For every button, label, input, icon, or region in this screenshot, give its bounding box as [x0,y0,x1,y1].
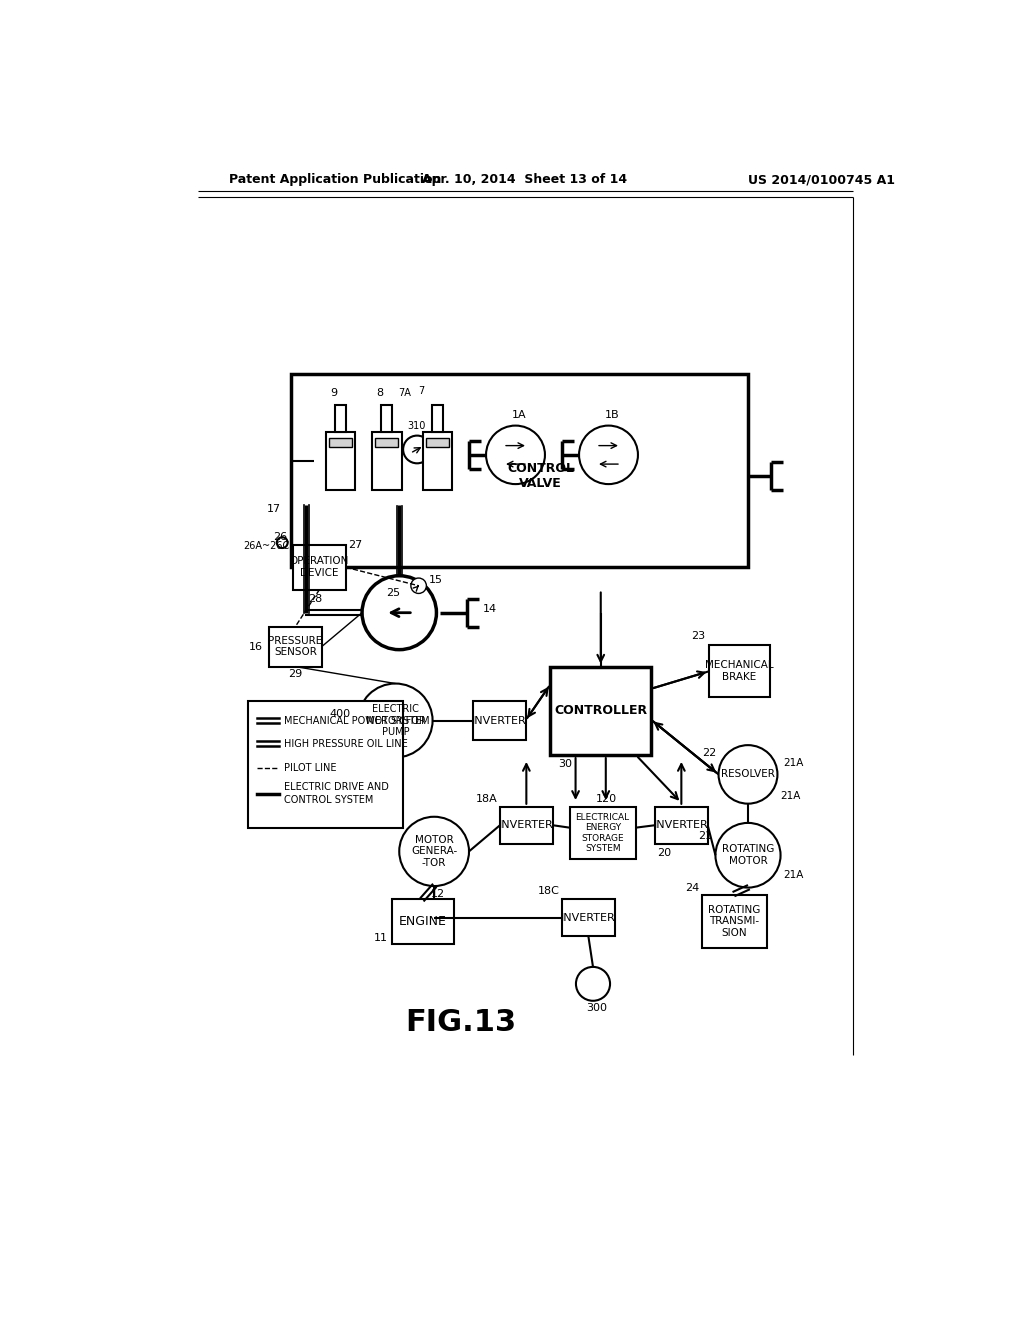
Text: MECHANICAL
BRAKE: MECHANICAL BRAKE [706,660,774,682]
Text: ENGINE: ENGINE [398,915,446,928]
Text: 11: 11 [374,933,388,942]
Bar [372,432,401,490]
Text: INVERTER: INVERTER [499,820,554,830]
Text: 15: 15 [429,574,442,585]
Text: ELECTRICAL
ENERGY
STORAGE
SYSTEM: ELECTRICAL ENERGY STORAGE SYSTEM [575,813,630,853]
Text: 27: 27 [348,540,362,550]
Text: INVERTER: INVERTER [472,715,526,726]
Bar [701,895,767,948]
Bar [293,545,346,590]
Bar [550,667,651,755]
Text: US 2014/0100745 A1: US 2014/0100745 A1 [749,173,895,186]
Text: 26: 26 [272,532,287,543]
Text: 21A: 21A [779,791,800,801]
Bar [710,645,770,697]
Text: 400: 400 [330,709,350,719]
Text: FIG.13: FIG.13 [406,1008,517,1036]
Text: 21: 21 [698,832,713,841]
Text: 14: 14 [483,603,497,614]
Text: CONTROL SYSTEM: CONTROL SYSTEM [284,795,373,805]
Text: HIGH PRESSURE OIL LINE: HIGH PRESSURE OIL LINE [284,739,408,748]
Text: ROTATING
MOTOR: ROTATING MOTOR [722,845,774,866]
Bar [500,807,553,843]
Bar [306,447,732,506]
Text: MOTOR
GENERA-
-TOR: MOTOR GENERA- -TOR [411,834,458,869]
Text: 20: 20 [657,847,672,858]
Bar [432,405,442,432]
Text: 1B: 1B [604,409,620,420]
Text: 7A: 7A [398,388,411,399]
Text: 21A: 21A [783,758,803,768]
Bar [426,438,449,447]
Text: CONTROLLER: CONTROLLER [554,705,647,717]
Circle shape [362,576,436,649]
Text: INVERTER: INVERTER [654,820,709,830]
Text: 26A~26C: 26A~26C [243,541,289,552]
Text: 17: 17 [267,504,282,513]
Text: CONTROL
VALVE: CONTROL VALVE [507,462,574,490]
Bar [291,374,748,566]
Text: 1A: 1A [512,409,526,420]
Text: Patent Application Publication: Patent Application Publication [228,173,441,186]
Text: 25: 25 [386,589,400,598]
Text: 8: 8 [376,388,383,399]
Circle shape [575,966,610,1001]
Text: PILOT LINE: PILOT LINE [284,763,336,774]
Bar [391,899,454,944]
Text: RESOLVER: RESOLVER [721,770,775,779]
Circle shape [358,684,432,758]
Bar [569,807,636,859]
Text: 23: 23 [691,631,706,640]
Circle shape [399,817,469,886]
Text: 28: 28 [308,594,323,603]
Text: 300: 300 [587,1003,607,1014]
Bar [473,701,525,739]
Text: ELECTRIC
MOTOR FOR
PUMP: ELECTRIC MOTOR FOR PUMP [366,704,425,737]
Text: 16: 16 [249,642,263,652]
Circle shape [716,822,780,887]
Text: INVERTER: INVERTER [561,912,615,923]
Bar [326,432,355,490]
Text: 21A: 21A [783,870,803,879]
Bar [375,438,398,447]
Bar [423,432,452,490]
Text: 9: 9 [330,388,337,399]
Text: 12: 12 [431,888,445,899]
Circle shape [403,436,431,463]
Text: OPERATION
DEVICE: OPERATION DEVICE [290,557,349,578]
Text: 18A: 18A [476,795,498,804]
Bar [248,701,403,829]
Circle shape [486,425,545,484]
Bar [329,438,352,447]
Text: 310: 310 [407,421,425,432]
Text: ROTATING
TRANSMI-
SION: ROTATING TRANSMI- SION [709,906,761,939]
Circle shape [719,744,777,804]
Text: Apr. 10, 2014  Sheet 13 of 14: Apr. 10, 2014 Sheet 13 of 14 [422,173,628,186]
Bar [655,807,708,843]
Text: 29: 29 [289,669,302,680]
Text: PRESSURE
SENSOR: PRESSURE SENSOR [268,636,323,657]
Text: ELECTRIC DRIVE AND: ELECTRIC DRIVE AND [284,783,389,792]
Circle shape [276,537,288,548]
Text: 7: 7 [418,385,424,396]
Bar [269,627,322,667]
Circle shape [579,425,638,484]
Text: 18C: 18C [538,887,560,896]
Bar [335,405,346,432]
Text: 22: 22 [702,748,717,758]
Circle shape [411,578,426,594]
Bar [381,405,392,432]
Bar [562,899,614,936]
Text: MECHANICAL POWER SYSTEM: MECHANICAL POWER SYSTEM [284,715,429,726]
Text: 30: 30 [558,759,572,770]
Text: 24: 24 [685,883,699,892]
Text: 120: 120 [596,795,617,804]
